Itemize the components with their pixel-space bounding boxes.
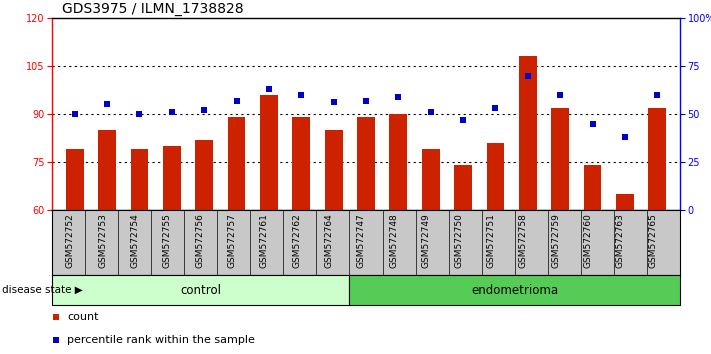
Bar bbox=[163, 146, 181, 210]
Point bbox=[198, 107, 210, 113]
Point bbox=[263, 86, 274, 92]
Bar bbox=[422, 149, 439, 210]
Bar bbox=[350, 275, 680, 305]
Text: disease state ▶: disease state ▶ bbox=[2, 285, 82, 295]
Text: control: control bbox=[180, 284, 221, 297]
Bar bbox=[454, 165, 472, 210]
Text: GSM572754: GSM572754 bbox=[130, 213, 139, 268]
Bar bbox=[196, 139, 213, 210]
Text: GSM572760: GSM572760 bbox=[584, 213, 592, 268]
Text: GSM572747: GSM572747 bbox=[357, 213, 366, 268]
Bar bbox=[584, 165, 602, 210]
Bar bbox=[390, 114, 407, 210]
Text: GSM572753: GSM572753 bbox=[98, 213, 107, 268]
Text: GDS3975 / ILMN_1738828: GDS3975 / ILMN_1738828 bbox=[62, 2, 244, 16]
Bar bbox=[292, 117, 310, 210]
Bar bbox=[260, 95, 278, 210]
Point bbox=[166, 109, 178, 115]
Point bbox=[134, 111, 145, 117]
Point bbox=[328, 99, 339, 105]
Point bbox=[360, 98, 372, 103]
Bar bbox=[357, 117, 375, 210]
Bar bbox=[648, 108, 666, 210]
Bar bbox=[551, 108, 569, 210]
Text: GSM572763: GSM572763 bbox=[616, 213, 625, 268]
Point bbox=[296, 92, 307, 98]
Text: GSM572758: GSM572758 bbox=[519, 213, 528, 268]
Point bbox=[522, 73, 533, 79]
Bar bbox=[98, 130, 116, 210]
Point bbox=[457, 117, 469, 122]
Bar bbox=[65, 149, 84, 210]
Text: GSM572761: GSM572761 bbox=[260, 213, 269, 268]
Bar bbox=[616, 194, 634, 210]
Point bbox=[50, 314, 62, 320]
Point bbox=[392, 94, 404, 99]
Text: GSM572757: GSM572757 bbox=[228, 213, 237, 268]
Point bbox=[102, 102, 113, 107]
Text: count: count bbox=[68, 312, 99, 322]
Bar bbox=[325, 130, 343, 210]
Text: GSM572759: GSM572759 bbox=[551, 213, 560, 268]
Bar bbox=[519, 56, 537, 210]
Text: GSM572749: GSM572749 bbox=[422, 213, 431, 268]
Text: GSM572748: GSM572748 bbox=[390, 213, 398, 268]
Bar bbox=[131, 149, 149, 210]
Point bbox=[619, 134, 631, 140]
Text: GSM572750: GSM572750 bbox=[454, 213, 463, 268]
Text: GSM572751: GSM572751 bbox=[486, 213, 496, 268]
Text: GSM572756: GSM572756 bbox=[195, 213, 204, 268]
Text: GSM572764: GSM572764 bbox=[325, 213, 333, 268]
Text: endometrioma: endometrioma bbox=[471, 284, 558, 297]
Point bbox=[587, 121, 598, 126]
Text: percentile rank within the sample: percentile rank within the sample bbox=[68, 335, 255, 345]
Text: GSM572762: GSM572762 bbox=[292, 213, 301, 268]
Point bbox=[425, 109, 437, 115]
Point bbox=[652, 92, 663, 98]
Text: GSM572755: GSM572755 bbox=[163, 213, 172, 268]
Bar bbox=[228, 117, 245, 210]
Bar bbox=[486, 143, 504, 210]
Point bbox=[490, 105, 501, 111]
Point bbox=[555, 92, 566, 98]
Bar bbox=[52, 275, 350, 305]
Point bbox=[50, 337, 62, 343]
Text: GSM572765: GSM572765 bbox=[648, 213, 658, 268]
Point bbox=[69, 111, 80, 117]
Text: GSM572752: GSM572752 bbox=[65, 213, 75, 268]
Point bbox=[231, 98, 242, 103]
